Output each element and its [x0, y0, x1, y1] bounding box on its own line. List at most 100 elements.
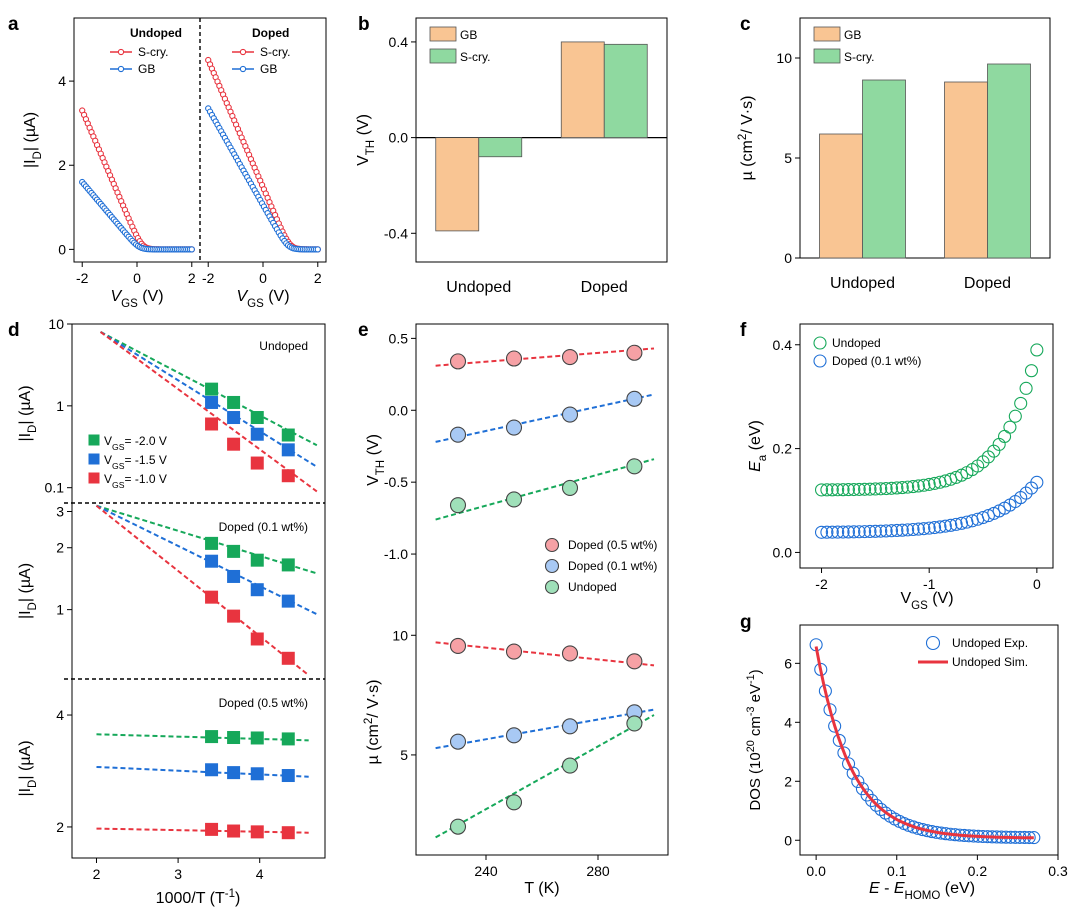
panel-d-frame [71, 323, 326, 859]
legend-label: S-cry. [138, 45, 168, 59]
data-point [227, 437, 241, 451]
data-point [928, 520, 942, 535]
x-tick-label: 0 [1033, 576, 1041, 592]
legend-label: GB [460, 28, 477, 42]
x-tick-label: -1 [923, 576, 936, 592]
bar [435, 137, 480, 232]
data-point [227, 395, 241, 409]
y-tick-label: 10 [776, 50, 792, 66]
data-point [250, 583, 264, 597]
x-tick-label: 3 [174, 866, 182, 882]
x-axis-label: VGS (V) [236, 288, 289, 310]
data-point [836, 483, 850, 497]
legend-marker [117, 48, 125, 56]
fit-line [100, 331, 318, 468]
y-tick-label: 2 [56, 540, 64, 556]
data-point [841, 483, 855, 497]
data-point [825, 525, 839, 539]
subplot-title: Undoped [259, 339, 308, 353]
legend-label: VGS= -1.0 V [104, 472, 167, 490]
data-point [928, 476, 942, 490]
data-point [906, 522, 920, 537]
panel-label-f: f [740, 320, 747, 341]
y-tick-label: 2 [56, 819, 64, 835]
data-point [626, 458, 643, 475]
legend-label: S-cry. [460, 50, 490, 64]
x-tick-label: 4 [256, 866, 264, 882]
data-point [449, 818, 467, 835]
data-point [561, 406, 579, 423]
data-point [895, 523, 909, 537]
data-point [205, 536, 219, 550]
legend-label: S-cry. [844, 50, 874, 64]
panel-e-frame [415, 323, 669, 856]
data-point [828, 719, 842, 733]
data-point [205, 822, 219, 836]
data-point [884, 481, 899, 495]
y-tick-label: 2 [58, 157, 66, 173]
panel-c-frame [799, 17, 1051, 259]
panel-label-c: c [740, 14, 751, 35]
data-point [911, 522, 925, 536]
fit-line [435, 458, 655, 521]
data-point [852, 482, 866, 496]
data-point [901, 480, 915, 494]
data-point [626, 715, 643, 732]
data-point [250, 411, 264, 425]
data-point [227, 411, 241, 425]
y-tick-label: 0.5 [389, 330, 409, 346]
x-axis-label: 1000/T (T-1) [156, 888, 241, 907]
y-tick-label: 10 [48, 316, 64, 332]
x-tick-label: 240 [474, 863, 498, 879]
data-point [841, 525, 855, 539]
data-point [505, 794, 523, 811]
data-point [250, 825, 264, 839]
data-point [917, 478, 931, 492]
data-point [1014, 396, 1028, 410]
data-point [820, 525, 834, 539]
data-point [250, 427, 264, 441]
data-point [227, 609, 241, 623]
data-point [281, 443, 295, 457]
data-point [250, 767, 264, 781]
data-point [976, 455, 990, 469]
data-point [205, 554, 219, 568]
data-point [1003, 420, 1017, 434]
data-point [922, 521, 936, 535]
panel-label-d: d [8, 320, 20, 341]
data-point [825, 483, 839, 497]
data-point [227, 731, 241, 745]
data-point [505, 350, 523, 367]
data-point [188, 246, 195, 253]
data-point [879, 524, 893, 538]
data-point [868, 524, 882, 538]
data-point [901, 523, 915, 537]
data-point [933, 520, 947, 534]
x-axis-label: VGS (V) [900, 590, 953, 612]
x-tick-label: -2 [76, 270, 89, 286]
data-point [863, 524, 877, 539]
data-point [227, 544, 241, 558]
y-tick-label: 0.2 [773, 441, 793, 457]
data-point [981, 509, 995, 523]
y-tick-label: 5 [784, 150, 792, 166]
data-point [874, 482, 888, 496]
data-point [1030, 343, 1044, 357]
y-tick-label: -0.5 [384, 474, 408, 490]
y-axis-label: DOS (1020 cm-3 eV-1) [745, 669, 764, 810]
x-axis-label: E - EHOMO (eV) [869, 880, 975, 902]
legend-label: GB [260, 62, 277, 76]
y-tick-label: 1 [56, 602, 64, 618]
data-point [205, 763, 219, 777]
data-point [832, 733, 846, 747]
data-point [846, 766, 860, 780]
data-point [281, 469, 295, 483]
data-point [851, 774, 865, 789]
legend-marker [239, 48, 247, 56]
legend-marker [117, 65, 125, 73]
y-axis-label: |ID| (µA) [17, 385, 39, 441]
data-point [1014, 491, 1028, 505]
data-point [561, 479, 579, 496]
data-point [949, 517, 963, 531]
